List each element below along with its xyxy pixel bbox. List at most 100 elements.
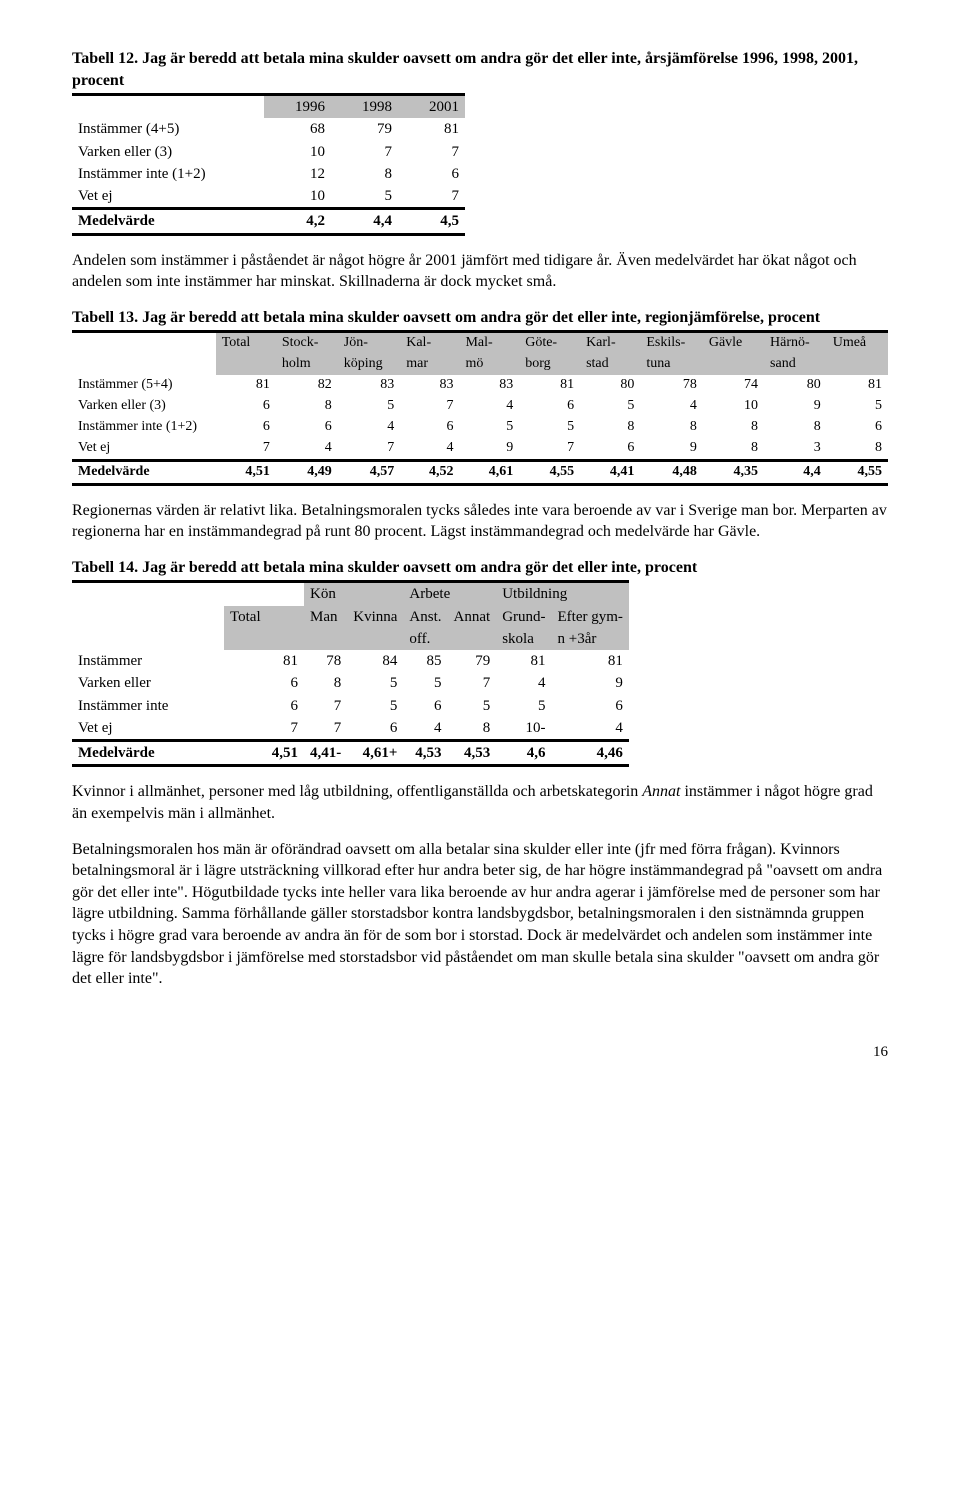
- t13-m8: 4,35: [703, 460, 764, 484]
- t13-h1-7: Eskils-: [640, 332, 702, 354]
- t13-r0c5: 81: [519, 375, 580, 396]
- t13-r3c0: 7: [216, 438, 276, 460]
- t13-r0c9: 80: [764, 375, 827, 396]
- t13-r1c8: 10: [703, 396, 764, 417]
- t14-r3c6: 4: [552, 717, 629, 741]
- t14-h2-1: [304, 628, 347, 650]
- t13-h2-10: [827, 354, 888, 375]
- t14-r0c1: 78: [304, 650, 347, 672]
- t13-r1c7: 4: [640, 396, 702, 417]
- t14-r3-label: Vet ej: [72, 717, 224, 741]
- t14-m0: 4,51: [224, 741, 304, 766]
- table13: Total Stock- Jön- Kal- Mal- Göte- Karl- …: [72, 330, 888, 485]
- t14-r3c1: 7: [304, 717, 347, 741]
- t13-r3c5: 7: [519, 438, 580, 460]
- t13-m6: 4,41: [580, 460, 640, 484]
- t13-m5: 4,55: [519, 460, 580, 484]
- t12-r2c2: 6: [398, 163, 465, 185]
- t14-r2c5: 5: [496, 695, 551, 717]
- t12-m2: 4,5: [398, 209, 465, 234]
- t14-r3c0: 7: [224, 717, 304, 741]
- t12-row1-label: Varken eller (3): [72, 141, 264, 163]
- t14-r1c1: 8: [304, 672, 347, 694]
- t14-r0c6: 81: [552, 650, 629, 672]
- t13-m9: 4,4: [764, 460, 827, 484]
- t14-r0c3: 85: [403, 650, 447, 672]
- t13-r2c6: 8: [580, 417, 640, 438]
- t13-r0c1: 82: [276, 375, 338, 396]
- t14-r0c4: 79: [448, 650, 497, 672]
- t12-r1c2: 7: [398, 141, 465, 163]
- t13-r0c10: 81: [827, 375, 888, 396]
- t13-h1-2: Jön-: [338, 332, 400, 354]
- t13-r2c7: 8: [640, 417, 702, 438]
- t14-m6: 4,46: [552, 741, 629, 766]
- t12-r1c1: 7: [331, 141, 398, 163]
- t13-r1c10: 5: [827, 396, 888, 417]
- t14-r3c4: 8: [448, 717, 497, 741]
- para-2: Regionernas värden är relativt lika. Bet…: [72, 500, 888, 543]
- para-4: Betalningsmoralen hos män är oförändrad …: [72, 839, 888, 990]
- t13-m7: 4,48: [640, 460, 702, 484]
- t12-year-2: 2001: [398, 95, 465, 119]
- t14-h2-6: n +3år: [552, 628, 629, 650]
- table12: 1996 1998 2001 Instämmer (4+5) 68 79 81 …: [72, 93, 465, 236]
- t13-r2c10: 6: [827, 417, 888, 438]
- t14-h1-4: Annat: [448, 606, 497, 628]
- table12-title: Tabell 12. Jag är beredd att betala mina…: [72, 48, 888, 91]
- t13-h2-8: [703, 354, 764, 375]
- t14-group-0: Kön: [304, 582, 403, 606]
- t12-r2c1: 8: [331, 163, 398, 185]
- t14-m4: 4,53: [448, 741, 497, 766]
- t12-r2c0: 12: [264, 163, 331, 185]
- t13-h1-5: Göte-: [519, 332, 580, 354]
- t13-r3c7: 9: [640, 438, 702, 460]
- t13-h1-9: Härnö-: [764, 332, 827, 354]
- t13-r0c6: 80: [580, 375, 640, 396]
- t13-r3c6: 6: [580, 438, 640, 460]
- t14-group-1: Arbete: [403, 582, 496, 606]
- t14-r0c0: 81: [224, 650, 304, 672]
- t13-h1-8: Gävle: [703, 332, 764, 354]
- t13-r1c5: 6: [519, 396, 580, 417]
- t14-h1-6: Efter gym-: [552, 606, 629, 628]
- t14-h1-5: Grund-: [496, 606, 551, 628]
- t14-h2-2: [347, 628, 403, 650]
- t14-r1c3: 5: [403, 672, 447, 694]
- para-3-italic: Annat: [642, 783, 680, 800]
- t12-m1: 4,4: [331, 209, 398, 234]
- t13-r0c8: 74: [703, 375, 764, 396]
- t14-m1: 4,41-: [304, 741, 347, 766]
- t14-r0-label: Instämmer: [72, 650, 224, 672]
- t14-r1c5: 4: [496, 672, 551, 694]
- t13-r2-label: Instämmer inte (1+2): [72, 417, 216, 438]
- t14-h1-0: Total: [224, 606, 304, 628]
- t13-r1c9: 9: [764, 396, 827, 417]
- t13-r0c3: 83: [400, 375, 459, 396]
- t12-year-1: 1998: [331, 95, 398, 119]
- table14-title: Tabell 14. Jag är beredd att betala mina…: [72, 557, 888, 579]
- t13-m3: 4,52: [400, 460, 459, 484]
- t13-r3-label: Vet ej: [72, 438, 216, 460]
- t14-r1c6: 9: [552, 672, 629, 694]
- t13-r1c6: 5: [580, 396, 640, 417]
- t13-r3c8: 8: [703, 438, 764, 460]
- t13-r0c0: 81: [216, 375, 276, 396]
- t14-r1c2: 5: [347, 672, 403, 694]
- t12-r0c0: 68: [264, 118, 331, 140]
- t14-h1-3: Anst.: [403, 606, 447, 628]
- t12-row0-label: Instämmer (4+5): [72, 118, 264, 140]
- t13-r1c4: 4: [459, 396, 519, 417]
- para-3a: Kvinnor i allmänhet, personer med låg ut…: [72, 783, 642, 800]
- t14-group-2: Utbildning: [496, 582, 629, 606]
- t12-row3-label: Vet ej: [72, 185, 264, 209]
- t12-r0c1: 79: [331, 118, 398, 140]
- t13-r0c4: 83: [459, 375, 519, 396]
- table13-title: Tabell 13. Jag är beredd att betala mina…: [72, 307, 888, 329]
- t12-row2-label: Instämmer inte (1+2): [72, 163, 264, 185]
- t13-h2-5: borg: [519, 354, 580, 375]
- t14-r2c4: 5: [448, 695, 497, 717]
- table14: Kön Arbete Utbildning Total Man Kvinna A…: [72, 580, 629, 767]
- t13-h2-6: stad: [580, 354, 640, 375]
- t12-r3c0: 10: [264, 185, 331, 209]
